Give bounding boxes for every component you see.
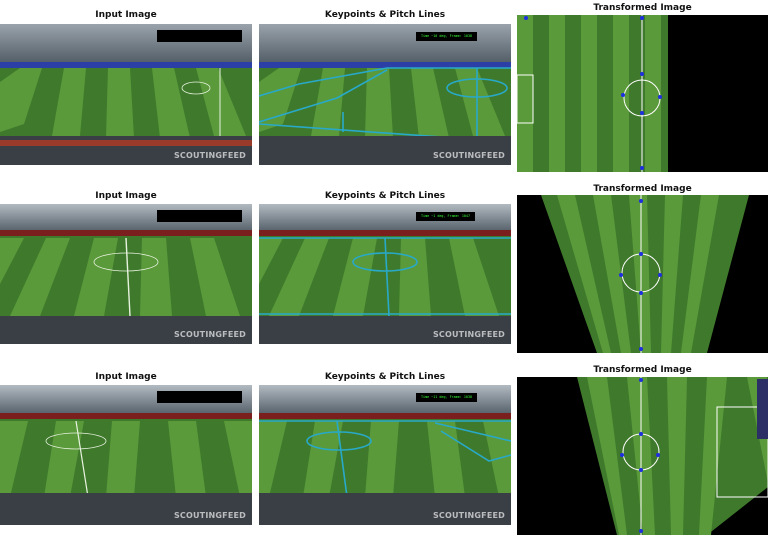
row2-redaction-box — [157, 210, 242, 222]
row2-input-image: SCOUTINGFEED — [0, 204, 252, 344]
row3-input-title: Input Image — [95, 372, 157, 382]
row2-transformed-title: Transformed Image — [593, 184, 692, 194]
row3-input-watermark: SCOUTINGFEED — [173, 511, 246, 520]
row2-input-watermark: SCOUTINGFEED — [173, 330, 246, 339]
row1-transformed-title: Transformed Image — [593, 3, 692, 13]
row3-transformed-image — [517, 377, 768, 535]
row2-keypoints-watermark: SCOUTINGFEED — [432, 330, 505, 339]
row2-keypoints-title: Keypoints & Pitch Lines — [324, 191, 446, 201]
row3-keypoints-image: Time ~11 deg, Frame: 1038 SCOUTINGFEED — [259, 385, 511, 525]
row1-transformed-image — [517, 15, 768, 172]
row1-keypoints-watermark: SCOUTINGFEED — [432, 151, 505, 160]
row3-input-image: SCOUTINGFEED — [0, 385, 252, 525]
row1-input-watermark: SCOUTINGFEED — [173, 151, 246, 160]
row1-input-image: SCOUTINGFEED — [0, 24, 252, 165]
row2-keypoints-image: Time ~1 deg, Frame: 1047 SCOUTINGFEED — [259, 204, 511, 344]
row1-keypoints-title: Keypoints & Pitch Lines — [324, 10, 446, 20]
row3-transformed-title: Transformed Image — [593, 365, 692, 375]
row2-status-label: Time ~1 deg, Frame: 1047 — [416, 212, 475, 221]
row3-keypoints-title: Keypoints & Pitch Lines — [324, 372, 446, 382]
row1-keypoints-image: Time ~10 deg, Frame: 1038 SCOUTINGFEED — [259, 24, 511, 165]
row3-status-label: Time ~11 deg, Frame: 1038 — [416, 393, 478, 402]
row2-transformed-image — [517, 195, 768, 353]
row1-status-label: Time ~10 deg, Frame: 1038 — [416, 32, 478, 41]
row1-input-title: Input Image — [95, 10, 157, 20]
row3-redaction-box — [157, 391, 242, 403]
row2-input-title: Input Image — [95, 191, 157, 201]
row3-keypoints-watermark: SCOUTINGFEED — [432, 511, 505, 520]
row1-redaction-box — [157, 30, 242, 42]
